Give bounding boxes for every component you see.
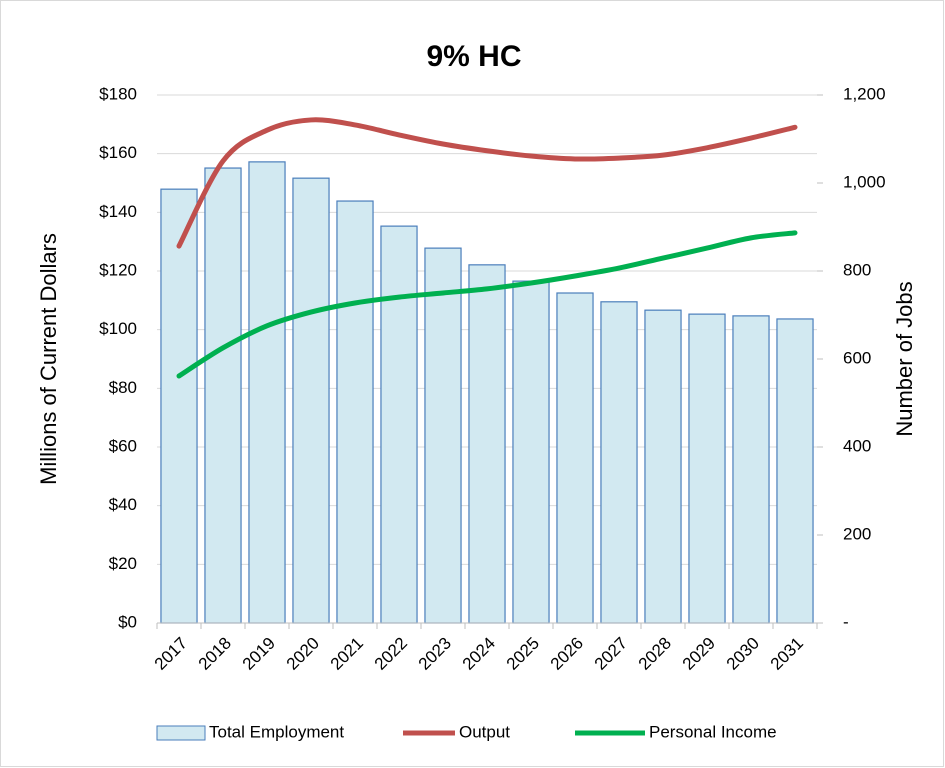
bar: [556, 292, 594, 624]
y2-tick-label: 600: [843, 348, 871, 367]
chart-title: 9% HC: [426, 40, 521, 73]
y-tick-label: $160: [99, 143, 137, 162]
y-tick-label: $20: [109, 554, 137, 573]
y-tick-label: $180: [99, 84, 137, 103]
bar: [600, 301, 638, 624]
bar: [380, 225, 418, 624]
y-tick-label: $40: [109, 495, 137, 514]
bar: [512, 280, 550, 624]
y-tick-label: $120: [99, 260, 137, 279]
bar: [336, 200, 374, 624]
y-tick-label: $60: [109, 436, 137, 455]
bar: [776, 318, 814, 624]
y2-tick-label: 400: [843, 436, 871, 455]
legend-swatch: [156, 725, 206, 741]
bar: [688, 313, 726, 624]
y-tick-label: $80: [109, 378, 137, 397]
bar: [468, 264, 506, 624]
y2-tick-label: -: [843, 612, 849, 631]
legend-label: Output: [459, 722, 510, 741]
line: [176, 230, 798, 379]
y2-tick-label: 200: [843, 524, 871, 543]
y-tick-label: $100: [99, 319, 137, 338]
bar: [292, 177, 330, 624]
legend-label: Personal Income: [649, 722, 777, 741]
bar: [644, 309, 682, 624]
y-axis-label: Millions of Current Dollars: [36, 233, 61, 485]
y-tick-label: $140: [99, 202, 137, 221]
y-tick-label: $0: [118, 612, 137, 631]
y2-axis-label: Number of Jobs: [892, 281, 917, 436]
y2-tick-label: 800: [843, 260, 871, 279]
bar: [424, 247, 462, 624]
legend-label: Total Employment: [209, 722, 344, 741]
line: [176, 117, 798, 249]
y2-tick-label: 1,200: [843, 84, 886, 103]
bar: [204, 167, 242, 624]
bar: [732, 315, 770, 624]
y2-tick-label: 1,000: [843, 172, 886, 191]
bar: [248, 161, 286, 624]
bar: [160, 188, 198, 624]
